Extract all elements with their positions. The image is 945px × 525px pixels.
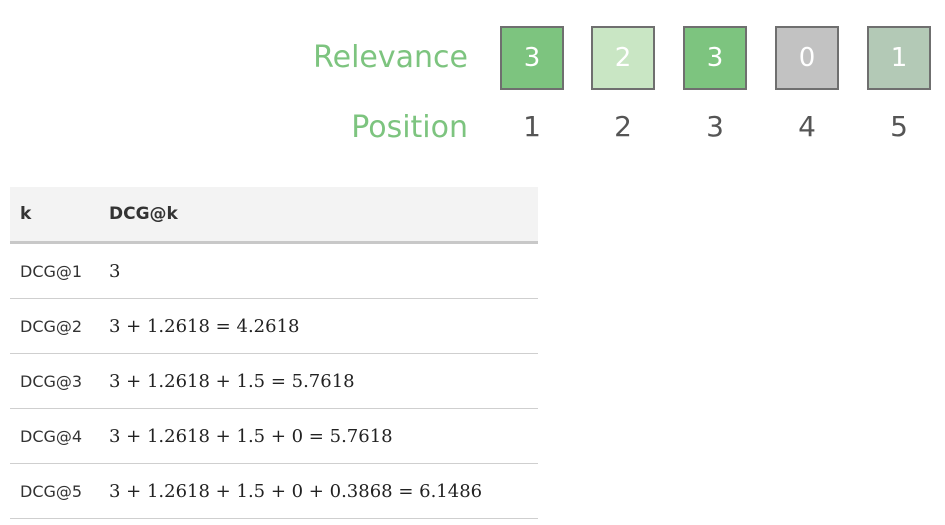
relevance-box-1: 3: [500, 26, 564, 90]
position-number-2: 2: [614, 110, 632, 143]
position-number-5: 5: [890, 110, 908, 143]
position-label: Position: [351, 110, 468, 145]
relevance-box-5: 1: [867, 26, 931, 90]
table-row: DCG@3 3 + 1.2618 + 1.5 = 5.7618: [10, 353, 538, 409]
row-formula-cell: 3 + 1.2618 = 4.2618: [105, 298, 538, 354]
table-row: DCG@2 3 + 1.2618 = 4.2618: [10, 298, 538, 354]
relevance-box-2: 2: [591, 26, 655, 90]
position-number-1: 1: [523, 110, 541, 143]
position-number-3: 3: [706, 110, 724, 143]
position-number-4: 4: [798, 110, 816, 143]
table-row: DCG@1 3: [10, 242, 538, 299]
table-row: DCG@4 3 + 1.2618 + 1.5 + 0 = 5.7618: [10, 408, 538, 464]
table-row: DCG@5 3 + 1.2618 + 1.5 + 0 + 0.3868 = 6.…: [10, 463, 538, 519]
column-header-k: k: [10, 187, 105, 244]
row-k-cell: DCG@1: [10, 242, 105, 299]
relevance-box-3: 3: [683, 26, 747, 90]
row-formula-cell: 3 + 1.2618 + 1.5 + 0 + 0.3868 = 6.1486: [105, 463, 538, 519]
row-k-cell: DCG@3: [10, 353, 105, 409]
column-header-dcg: DCG@k: [105, 187, 538, 244]
row-k-cell: DCG@5: [10, 463, 105, 519]
relevance-label: Relevance: [313, 40, 468, 75]
table-header-row: k DCG@k: [10, 187, 538, 244]
dcg-table: k DCG@k DCG@1 3 DCG@2 3 + 1.2618 = 4.261…: [10, 187, 538, 519]
row-formula-cell: 3: [105, 242, 538, 299]
row-k-cell: DCG@4: [10, 408, 105, 464]
relevance-box-4: 0: [775, 26, 839, 90]
row-k-cell: DCG@2: [10, 298, 105, 354]
row-formula-cell: 3 + 1.2618 + 1.5 + 0 = 5.7618: [105, 408, 538, 464]
row-formula-cell: 3 + 1.2618 + 1.5 = 5.7618: [105, 353, 538, 409]
